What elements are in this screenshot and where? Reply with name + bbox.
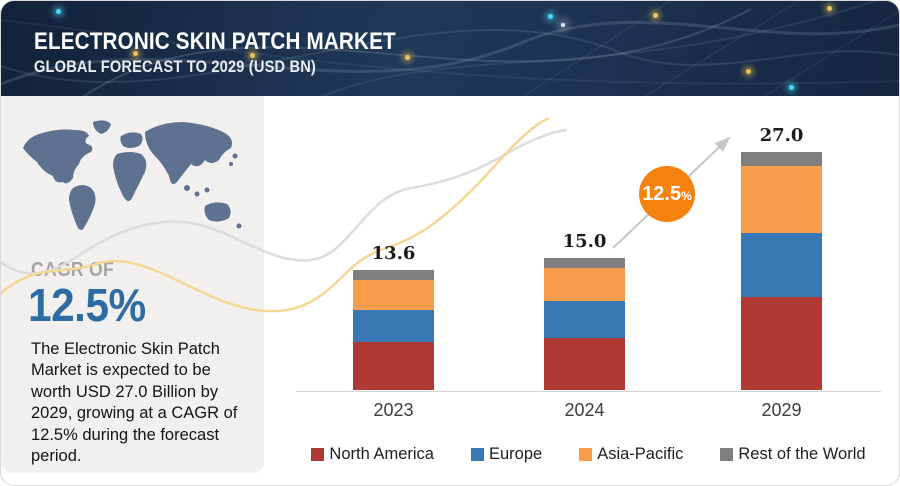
legend-swatch <box>470 448 484 461</box>
glow-dot-gold <box>133 51 138 56</box>
glow-dot-gold <box>653 13 658 18</box>
glow-dot-cyan <box>56 9 61 14</box>
bar-segment-rest-of-the-world-2024 <box>544 258 625 268</box>
cagr-badge-value: 12.5 <box>642 182 682 205</box>
x-axis-label-2029: 2029 <box>761 400 802 420</box>
bar-segment-asia-pacific-2023 <box>353 280 434 310</box>
legend-swatch <box>311 448 325 461</box>
glow-dot-white <box>561 23 565 27</box>
report-subtitle: GLOBAL FORECAST TO 2029 (USD BN) <box>34 57 316 76</box>
legend-label: North America <box>329 445 434 463</box>
bar-segment-north-america-2024 <box>544 338 625 390</box>
bar-stack <box>353 270 434 390</box>
chart-legend: North America Europe Asia-Pacific Rest of t… <box>291 445 886 464</box>
glow-dot-cyan <box>789 85 794 90</box>
bar-segment-asia-pacific-2029 <box>741 166 822 234</box>
x-axis-line <box>296 391 881 392</box>
bar-segment-europe-2024 <box>544 301 625 339</box>
glow-dot-gold <box>405 55 410 60</box>
glow-dot-cyan <box>548 14 553 19</box>
legend-label: Rest of the World <box>738 445 866 463</box>
bar-segment-north-america-2029 <box>741 296 822 390</box>
glow-dot-gold <box>250 53 255 58</box>
bar-stack <box>741 152 822 390</box>
bar-segment-rest-of-the-world-2029 <box>741 152 822 167</box>
bar-2029: 27.0 2029 <box>741 125 822 420</box>
legend-label: Asia-Pacific <box>597 445 684 463</box>
bar-total-label: 13.6 <box>371 243 416 265</box>
bar-total-label: 15.0 <box>562 231 607 252</box>
bar-segment-rest-of-the-world-2023 <box>353 270 434 280</box>
legend-item-asia-pacific: Asia-Pacific <box>579 445 683 464</box>
market-summary: The Electronic Skin Patch Market is expe… <box>31 340 238 466</box>
bar-segment-asia-pacific-2024 <box>544 267 625 302</box>
x-axis-label-2023: 2023 <box>373 400 414 420</box>
glow-dot-gold <box>827 6 832 11</box>
legend-item-rest-of-the-world: Rest of the World <box>720 445 866 464</box>
bar-2024: 15.0 2024 <box>544 231 625 420</box>
bar-2023: 13.6 2023 <box>353 243 434 420</box>
legend-item-europe: Europe <box>470 445 543 464</box>
bar-total-label: 27.0 <box>759 125 804 147</box>
bar-stack <box>544 258 625 390</box>
percent-sign: % <box>681 188 692 203</box>
legend-item-north-america: North America <box>311 445 434 464</box>
banner-network-decoration <box>1 1 899 96</box>
legend-label: Europe <box>488 445 543 463</box>
bar-segment-europe-2029 <box>741 233 822 297</box>
header-banner: ELECTRONIC SKIN PATCH MARKET GLOBAL FORE… <box>1 1 899 96</box>
legend-swatch <box>579 448 593 461</box>
legend-swatch <box>720 448 734 461</box>
report-title: ELECTRONIC SKIN PATCH MARKET <box>34 28 396 55</box>
cagr-badge: 12.5 % <box>639 166 695 222</box>
bar-segment-europe-2023 <box>353 309 434 343</box>
bar-segment-north-america-2023 <box>353 342 434 390</box>
x-axis-label-2024: 2024 <box>564 400 605 420</box>
glow-dot-gold <box>746 69 751 74</box>
